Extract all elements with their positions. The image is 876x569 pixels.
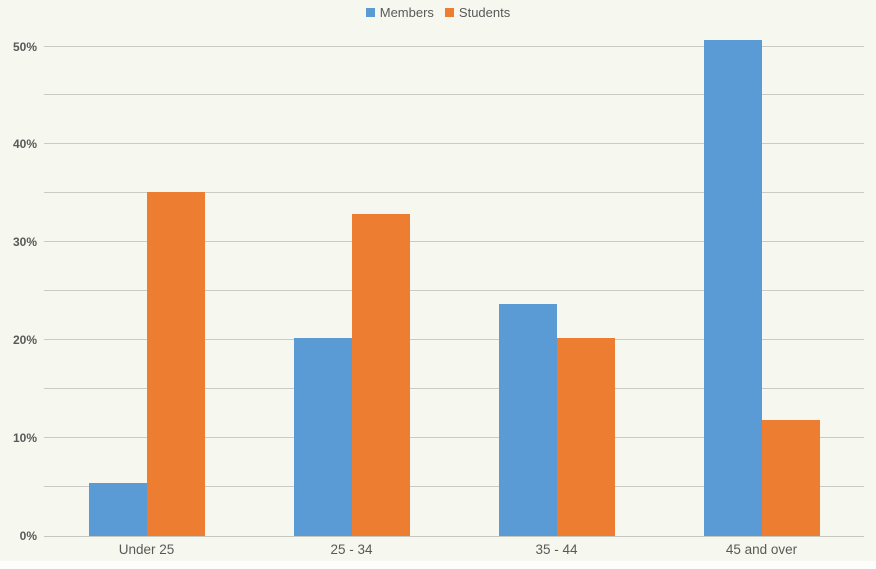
x-category-label-3: 45 and over [725,542,798,557]
members-swatch-icon [365,8,375,17]
gridline-10pct [44,437,864,439]
bar-members-0 [88,483,147,536]
bar-members-2 [498,303,557,536]
gridline-20pct [44,339,864,341]
x-axis: Under 25 25 - 34 35 - 44 45 and over [44,542,864,562]
bar-students-1 [351,213,410,536]
gridline-35pct [44,192,864,194]
y-axis: 0% 10% 20% 30% 40% 50% [0,26,37,544]
gridline-25pct [44,290,864,292]
legend-item-students[interactable]: Students [444,5,511,20]
legend: Members Students [0,5,876,20]
x-category-label-2: 35 - 44 [535,542,578,557]
bar-students-3 [761,420,820,536]
bar-members-3 [703,39,762,536]
legend-item-members[interactable]: Members [365,5,434,20]
y-tick-label-10: 10% [12,431,37,446]
y-tick-label-30: 30% [12,235,37,250]
gridline-45pct [44,94,864,96]
gridline-5pct [44,486,864,488]
y-tick-label-50: 50% [12,39,37,54]
bar-students-2 [556,338,615,536]
y-tick-label-40: 40% [12,137,37,152]
bar-students-0 [146,192,205,536]
x-category-label-1: 25 - 34 [330,542,373,557]
plot-area [44,26,864,537]
legend-label-members: Members [379,5,434,20]
gridline-15pct [44,388,864,390]
y-tick-label-20: 20% [12,333,37,348]
gridline-40pct [44,143,864,145]
gridline-30pct [44,241,864,243]
y-tick-label-0: 0% [19,529,37,543]
footer-strip [0,561,876,569]
x-category-label-0: Under 25 [118,542,175,557]
gridline-50pct [44,45,864,47]
bar-members-1 [293,338,352,536]
students-swatch-icon [444,8,454,17]
legend-label-students: Students [458,5,511,20]
